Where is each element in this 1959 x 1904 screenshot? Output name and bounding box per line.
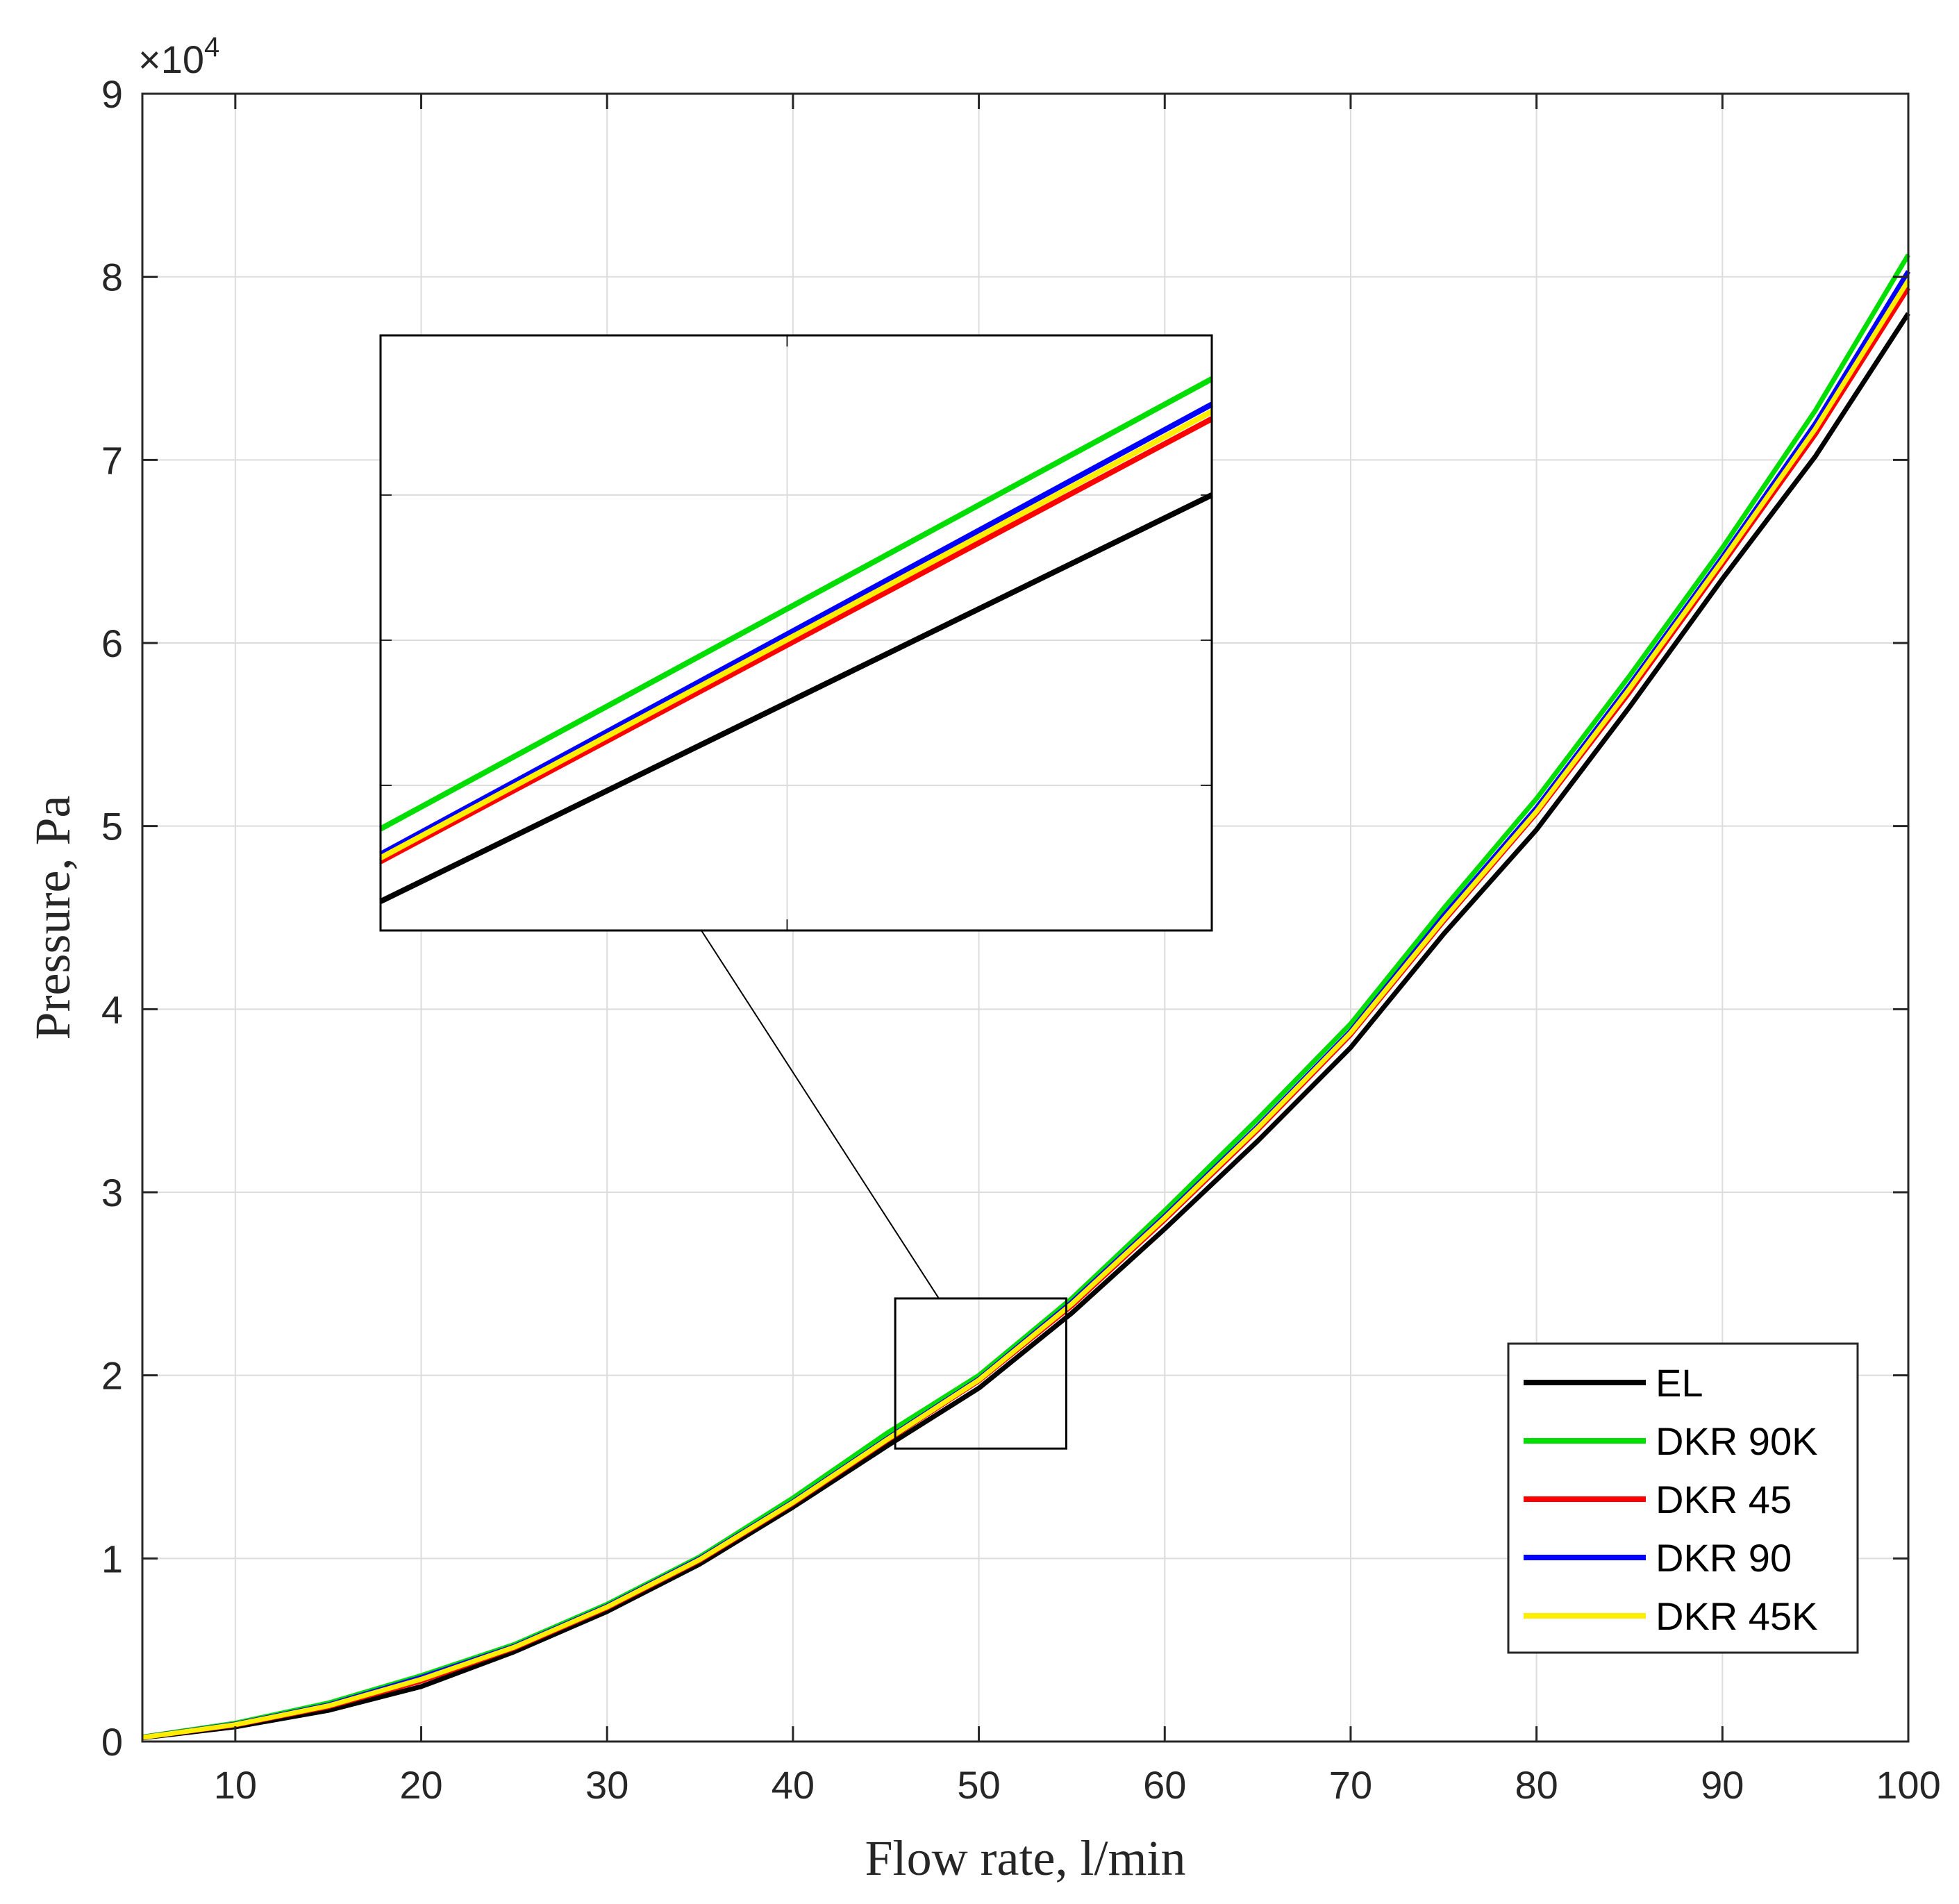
zoom-connector-line (701, 930, 940, 1299)
y-tick-label: 3 (101, 1171, 123, 1214)
y-axis-title: Pressure, Pa (25, 796, 81, 1040)
x-tick-label: 40 (772, 1763, 815, 1807)
inset-line-dkr-45 (379, 416, 1213, 865)
series-lines (142, 253, 1911, 1741)
y-axis-ticks: 0 1 2 3 4 5 6 7 8 9 (101, 72, 1908, 1764)
y-tick-label: 9 (101, 72, 123, 116)
y-tick-label: 0 (101, 1720, 123, 1764)
y-axis-exponent: ×104 (138, 32, 219, 81)
legend-label: DKR 90K (1656, 1419, 1817, 1463)
y-exponent-power: 4 (204, 32, 219, 62)
inset-line-dkr-90k (379, 376, 1213, 832)
y-tick-label: 2 (101, 1354, 123, 1398)
x-tick-label: 50 (957, 1763, 1000, 1807)
legend-label: DKR 45K (1656, 1594, 1817, 1638)
y-tick-label: 5 (101, 805, 123, 849)
x-tick-label: 20 (399, 1763, 442, 1807)
x-tick-label: 80 (1515, 1763, 1558, 1807)
series-line-dkr-45k (142, 279, 1910, 1740)
plot-frame (141, 92, 1910, 1743)
inset-line-el (379, 492, 1213, 904)
x-tick-label: 100 (1876, 1763, 1940, 1807)
x-tick-label: 10 (214, 1763, 257, 1807)
y-tick-label: 1 (101, 1537, 123, 1580)
legend-label: DKR 45 (1656, 1478, 1792, 1521)
zoom-region (701, 930, 1067, 1450)
series-line-el (142, 312, 1910, 1741)
y-tick-label: 7 (101, 438, 123, 482)
y-tick-label: 8 (101, 256, 123, 299)
inset-zoom-plot (379, 334, 1213, 932)
x-tick-label: 90 (1701, 1763, 1744, 1807)
zoom-box (894, 1297, 1067, 1450)
y-exponent-base: ×10 (138, 37, 204, 81)
inset-frame (379, 334, 1213, 932)
legend-label: EL (1656, 1361, 1703, 1405)
x-axis-title: Flow rate, l/min (865, 1830, 1186, 1886)
x-tick-label: 70 (1329, 1763, 1372, 1807)
x-axis-ticks: 10 20 30 40 50 60 70 80 90 100 (214, 94, 1941, 1807)
x-tick-label: 30 (585, 1763, 628, 1807)
inset-line-dkr-90 (379, 401, 1213, 857)
legend: EL DKR 90K DKR 45 DKR 90 DKR 45K (1507, 1342, 1859, 1654)
inset-line-dkr-45k (379, 409, 1213, 861)
legend-label: DKR 90 (1656, 1536, 1792, 1580)
x-tick-label: 60 (1143, 1763, 1186, 1807)
y-tick-label: 4 (101, 987, 123, 1031)
y-tick-label: 6 (101, 621, 123, 665)
